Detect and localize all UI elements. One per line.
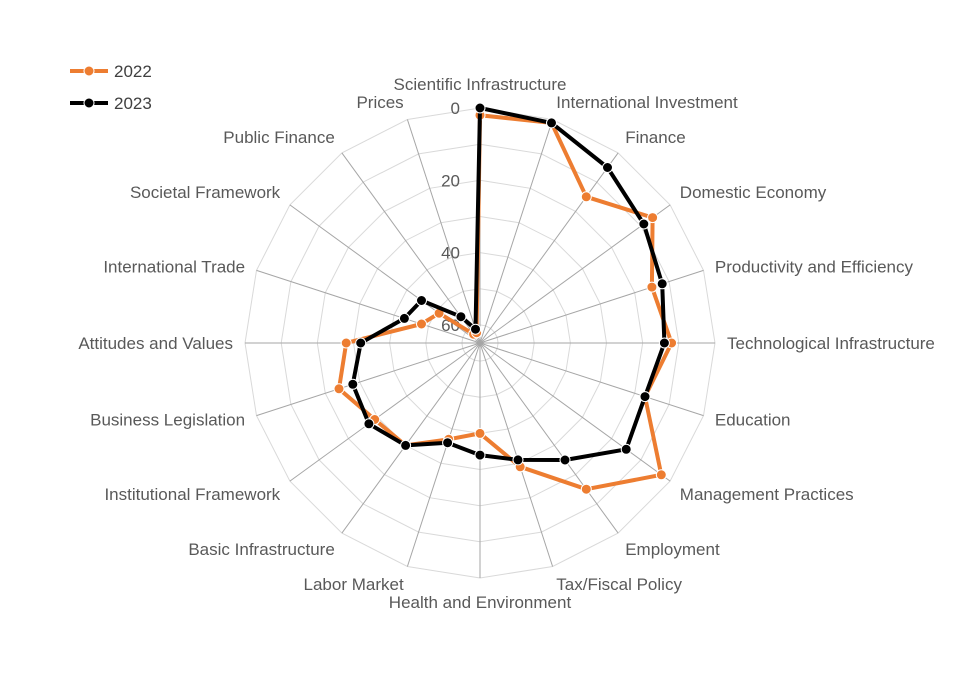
point-2023-13 (363, 418, 375, 430)
category-label-18: Public Finance (223, 128, 335, 147)
category-label-17: Societal Framework (130, 183, 281, 202)
spoke-1 (479, 119, 554, 344)
spoke-18 (341, 152, 481, 344)
point-2022-14 (333, 383, 345, 395)
point-2022-8 (580, 483, 592, 495)
spoke-13 (289, 342, 481, 482)
point-2023-8 (559, 454, 571, 466)
point-2023-0 (474, 102, 486, 114)
category-label-15: Attitudes and Values (78, 334, 233, 353)
series-2022 (333, 109, 678, 495)
spoke-2 (479, 152, 619, 344)
point-2023-1 (546, 117, 557, 129)
category-label-13: Institutional Framework (104, 485, 280, 504)
point-2022-3 (647, 212, 659, 224)
point-2023-10 (474, 449, 486, 461)
point-2023-14 (347, 378, 359, 390)
legend: 2022 2023 (70, 62, 152, 113)
spoke-16 (256, 269, 481, 344)
point-2022-4 (646, 281, 658, 293)
category-label-7: Management Practices (680, 485, 854, 504)
point-2023-4 (656, 278, 668, 290)
category-label-19: Prices (356, 93, 403, 112)
legend-label-2022: 2022 (114, 62, 152, 81)
point-2023-12 (400, 439, 412, 451)
spoke-14 (256, 342, 481, 417)
spoke-8 (479, 342, 619, 534)
series-line-2022 (337, 113, 674, 492)
radial-tick-labels: 0 20 40 60 (441, 99, 460, 335)
point-2023-19 (470, 323, 481, 335)
category-label-9: Tax/Fiscal Policy (556, 575, 682, 594)
category-label-12: Basic Infrastructure (188, 540, 334, 559)
spoke-6 (479, 342, 704, 417)
point-2023-5 (658, 337, 670, 349)
legend-entry-2022: 2022 (70, 62, 152, 81)
tick-label-20: 20 (441, 171, 460, 190)
spoke-11 (406, 342, 481, 567)
spoke-19 (406, 119, 481, 344)
point-2023-18 (455, 311, 467, 323)
spoke-12 (341, 342, 481, 534)
category-label-0: Scientific Infrastructure (394, 75, 567, 94)
tick-label-0: 0 (451, 99, 460, 118)
point-2022-10 (474, 427, 486, 439)
point-2022-15 (340, 337, 352, 349)
category-label-2: Finance (625, 128, 685, 147)
point-2023-15 (355, 337, 367, 349)
category-label-10: Health and Environment (389, 593, 572, 612)
spoke-7 (479, 342, 671, 482)
tick-label-40: 40 (441, 244, 460, 263)
category-label-11: Labor Market (304, 575, 404, 594)
category-label-5: Technological Infrastructure (727, 334, 935, 353)
category-label-1: International Investment (556, 93, 738, 112)
point-2023-2 (602, 162, 613, 173)
point-2023-7 (620, 443, 632, 455)
spoke-3 (479, 204, 671, 344)
category-label-8: Employment (625, 540, 720, 559)
point-2023-3 (638, 218, 650, 230)
point-2022-2 (580, 191, 592, 203)
series-layer (333, 102, 678, 495)
category-label-16: International Trade (103, 258, 245, 277)
point-2023-6 (639, 391, 651, 403)
legend-label-2023: 2023 (114, 94, 152, 113)
series-2023 (347, 102, 670, 466)
point-2022-7 (655, 469, 667, 481)
category-label-3: Domestic Economy (680, 183, 827, 202)
spoke-4 (479, 269, 704, 344)
point-2023-9 (512, 454, 524, 466)
tick-label-60: 60 (441, 316, 460, 335)
category-label-6: Education (715, 410, 791, 429)
category-label-14: Business Legislation (90, 410, 245, 429)
point-2023-16 (398, 312, 410, 324)
category-label-4: Productivity and Efficiency (715, 258, 914, 277)
legend-entry-2023: 2023 (70, 94, 152, 113)
point-2023-17 (416, 295, 427, 306)
point-2023-11 (442, 437, 454, 449)
point-2022-16 (416, 318, 427, 330)
